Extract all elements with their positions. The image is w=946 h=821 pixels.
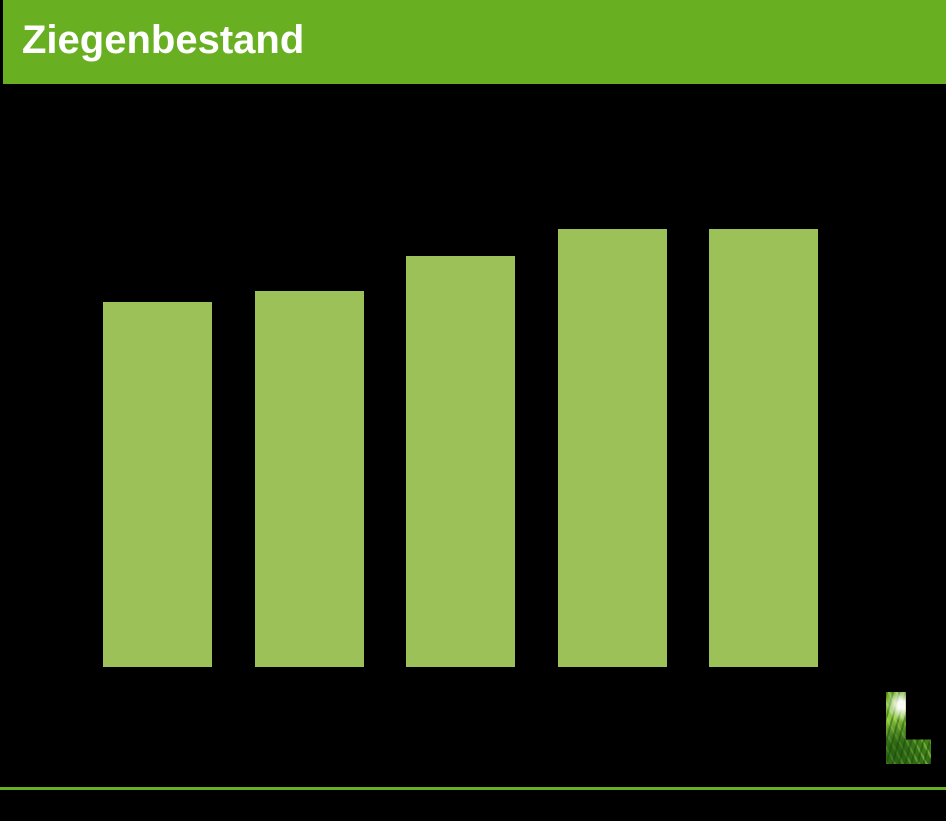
page-title: Ziegenbestand [22, 18, 305, 62]
grass-l-logo-icon [886, 692, 931, 764]
bar [254, 290, 364, 667]
footer-rule [0, 787, 946, 790]
bar [709, 229, 818, 667]
bar [406, 256, 515, 667]
slide-header: Ziegenbestand [3, 0, 946, 84]
bar-chart [103, 229, 818, 667]
bar [557, 229, 667, 667]
bar [103, 302, 212, 667]
